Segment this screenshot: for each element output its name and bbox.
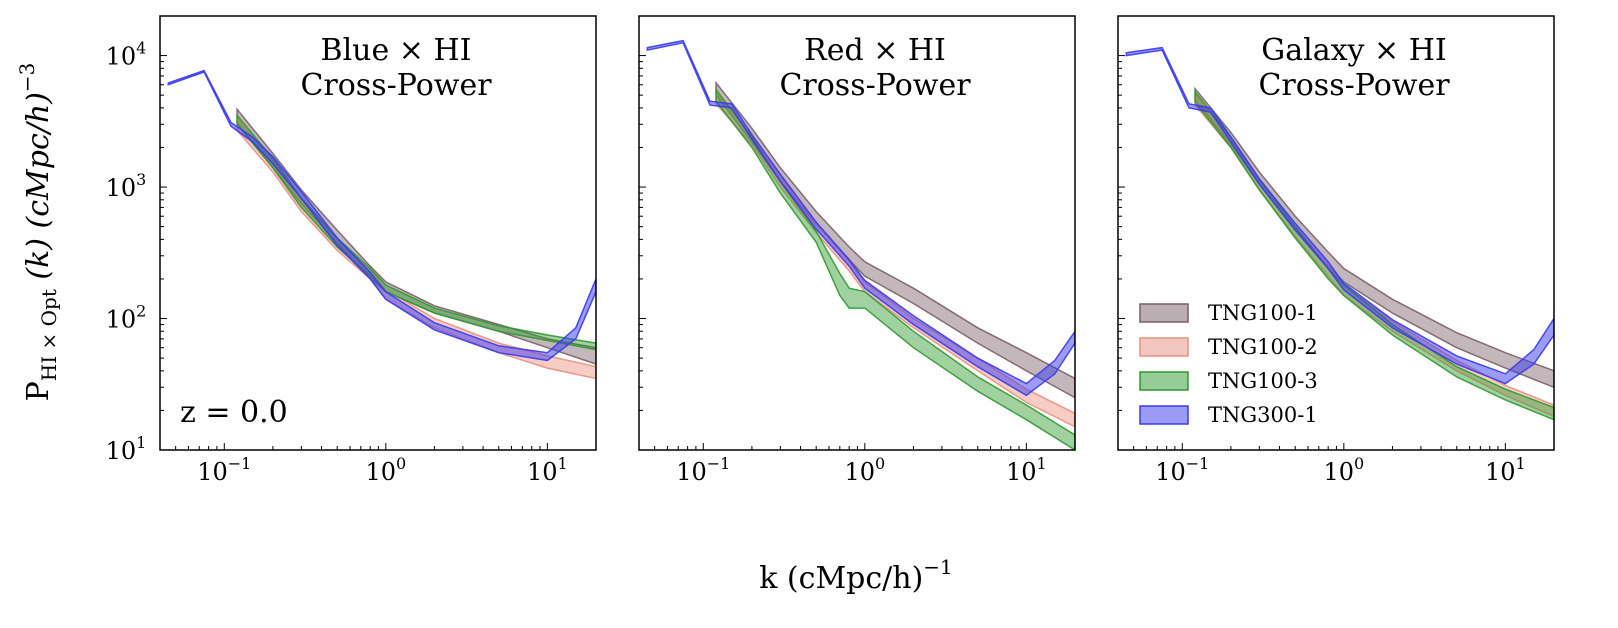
panel-title-line: Cross-Power xyxy=(300,68,492,103)
band-tng300-1 xyxy=(1125,46,1554,385)
y-tick-label: 102 xyxy=(106,302,147,334)
redshift-annotation: z = 0.0 xyxy=(180,395,288,430)
band-tng100-1 xyxy=(236,107,596,365)
legend-swatch xyxy=(1139,337,1189,357)
x-tick-label: 101 xyxy=(1006,454,1047,486)
x-axis-label: k (cMpc/h)−1 xyxy=(759,555,953,596)
legend-label: TNG100-2 xyxy=(1208,335,1318,359)
panel-title-line: Galaxy × HI xyxy=(1261,33,1446,68)
y-tick-label: 101 xyxy=(106,433,147,465)
band-tng100-3 xyxy=(715,87,1075,450)
legend-label: TNG300-1 xyxy=(1208,403,1318,427)
y-axis-label-main: P xyxy=(21,381,56,401)
x-axis-label-sup: −1 xyxy=(923,555,952,579)
band-tng300-1 xyxy=(167,69,596,362)
y-axis-label-rest: (k) (cMpc/h) xyxy=(21,92,56,289)
y-axis-label-sup: −3 xyxy=(15,63,39,92)
band-tng100-3 xyxy=(236,113,596,351)
x-tick-label: 100 xyxy=(844,454,885,486)
y-axis-label: PHI × Opt (k) (cMpc/h)−3 xyxy=(15,63,61,402)
band-tng100-1 xyxy=(715,80,1075,399)
x-tick-label: 101 xyxy=(1485,454,1526,486)
x-axis-label-main: k (cMpc/h) xyxy=(759,561,923,596)
panel-blue-hi: 10−1 100 101 101 102 103 104 Blue × HICross-Pow… xyxy=(106,15,597,486)
x-tick-label: 10−1 xyxy=(197,454,251,486)
legend-swatch xyxy=(1139,371,1189,391)
legend-label: TNG100-1 xyxy=(1208,301,1318,325)
x-tick-label: 10−1 xyxy=(676,454,730,486)
x-tick-label: 10−1 xyxy=(1155,454,1209,486)
y-tick-label: 103 xyxy=(106,170,147,202)
y-axis-label-sub: HI × Opt xyxy=(37,289,61,381)
band-tng100-2 xyxy=(715,90,1075,428)
legend-swatch xyxy=(1139,405,1189,425)
band-tng300-1 xyxy=(646,39,1075,397)
panel-title-line: Blue × HI xyxy=(321,33,472,68)
x-tick-label: 101 xyxy=(527,454,568,486)
legend: TNG100-1 TNG100-2 TNG100-3 TNG300-1 xyxy=(1139,301,1318,427)
panel-title-line: Cross-Power xyxy=(1258,68,1450,103)
y-tick-label: 104 xyxy=(106,39,147,71)
legend-label: TNG100-3 xyxy=(1208,369,1318,393)
x-tick-label: 100 xyxy=(365,454,406,486)
panel-title-line: Red × HI xyxy=(804,33,946,68)
legend-swatch xyxy=(1139,303,1189,323)
x-tick-label: 100 xyxy=(1323,454,1364,486)
panel-title-line: Cross-Power xyxy=(779,68,971,103)
